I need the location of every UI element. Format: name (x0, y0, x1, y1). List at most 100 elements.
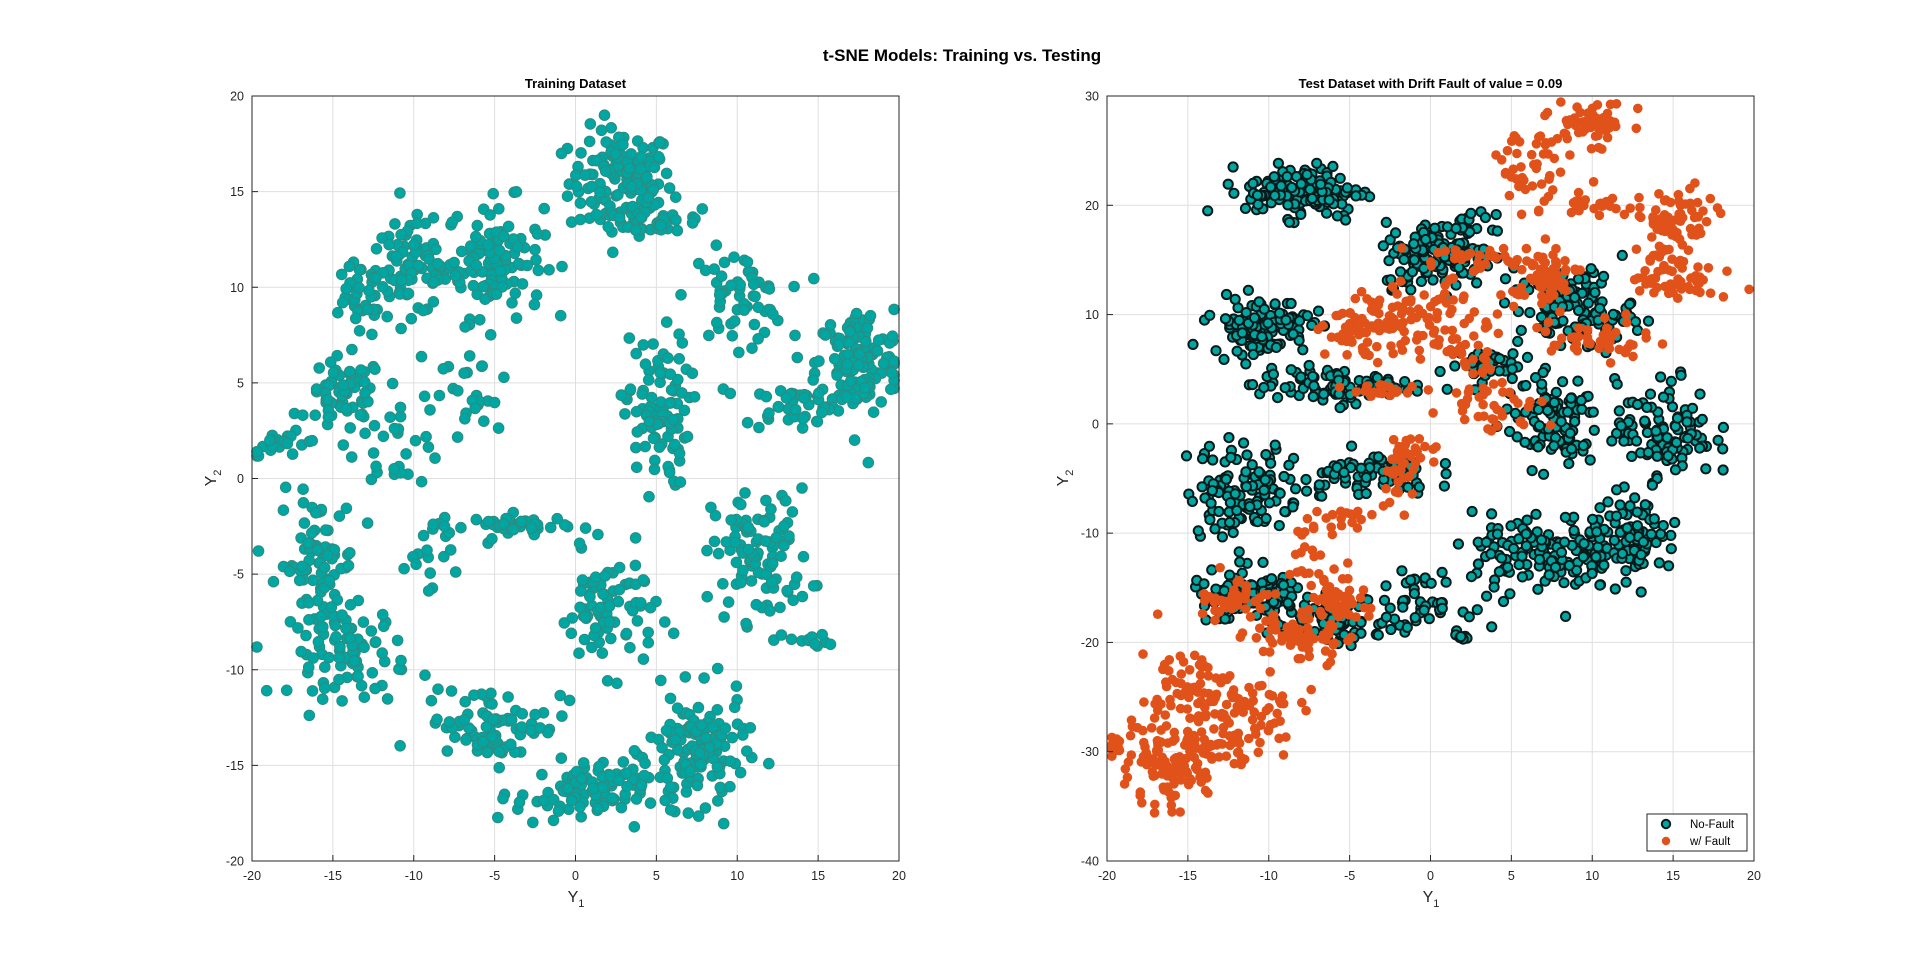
data-point (765, 576, 778, 588)
data-point (349, 312, 362, 325)
data-point (1483, 424, 1493, 434)
data-point (663, 466, 676, 479)
data-point (1407, 489, 1418, 499)
data-point (726, 731, 739, 744)
data-point (337, 439, 350, 451)
data-point (1293, 653, 1304, 664)
data-point (1236, 327, 1248, 339)
data-point (1247, 688, 1258, 698)
data-point (1237, 628, 1248, 638)
data-point (639, 757, 651, 770)
data-point (321, 549, 334, 562)
data-point (599, 570, 611, 582)
data-point (1393, 477, 1404, 488)
data-point (1677, 240, 1688, 250)
data-point (1270, 589, 1281, 599)
data-point (639, 440, 652, 453)
data-point (1562, 133, 1572, 144)
data-point (1156, 725, 1166, 735)
data-point (1232, 747, 1243, 758)
data-point (1504, 425, 1516, 438)
data-point (1557, 376, 1569, 388)
data-point (1138, 725, 1148, 736)
data-point (620, 627, 633, 640)
data-point (303, 614, 315, 626)
y-tick-label: -10 (1081, 527, 1099, 541)
data-point (574, 601, 586, 614)
data-point (1267, 638, 1278, 648)
data-point (433, 389, 446, 402)
data-point (637, 574, 650, 586)
data-point (1290, 626, 1300, 636)
data-point (418, 390, 431, 403)
data-point (1397, 243, 1407, 253)
data-point (1463, 611, 1475, 623)
data-point (369, 363, 381, 376)
y-tick-label: -5 (233, 568, 244, 582)
data-point (1641, 401, 1653, 413)
data-point (678, 404, 691, 417)
data-point (558, 519, 571, 531)
data-point (1462, 251, 1473, 261)
data-point (1356, 286, 1367, 297)
data-point (1222, 178, 1234, 190)
data-point (1569, 291, 1581, 304)
data-point (1254, 681, 1264, 691)
data-point (1301, 705, 1311, 716)
data-point (1203, 440, 1216, 452)
data-point (789, 329, 801, 342)
data-point (1504, 190, 1515, 201)
data-point (529, 708, 541, 721)
data-point (613, 583, 626, 596)
data-point (605, 122, 618, 134)
data-point (1624, 298, 1636, 310)
data-point (1377, 240, 1389, 252)
data-point (819, 329, 832, 341)
data-point (1152, 694, 1162, 705)
data-point (1119, 779, 1130, 789)
data-point (1329, 564, 1339, 574)
data-point (1669, 464, 1682, 476)
data-point (796, 482, 808, 494)
data-point (511, 240, 524, 253)
data-point (438, 550, 450, 563)
data-point (740, 617, 752, 630)
data-point (1573, 187, 1584, 198)
data-point (1519, 436, 1531, 448)
training-ylabel-main: Y (203, 475, 220, 486)
data-point (629, 532, 642, 544)
data-point (766, 557, 779, 570)
data-point (1692, 277, 1702, 287)
data-point (484, 209, 496, 221)
data-point (556, 260, 568, 273)
data-point (293, 574, 306, 587)
data-point (1473, 411, 1484, 422)
data-point (422, 441, 435, 453)
data-point (1508, 301, 1519, 312)
data-point (671, 224, 684, 237)
data-point (1491, 150, 1501, 160)
data-point (1278, 470, 1290, 483)
data-point (1287, 328, 1299, 340)
data-point (1301, 169, 1313, 181)
data-point (1556, 97, 1566, 107)
data-point (358, 376, 371, 388)
data-point (444, 544, 457, 556)
data-point (306, 527, 318, 539)
data-point (1423, 613, 1435, 625)
data-point (1589, 286, 1601, 299)
data-point (412, 259, 425, 272)
data-point (1695, 287, 1705, 298)
data-point (459, 413, 471, 425)
data-point (1311, 157, 1323, 169)
data-point (1217, 739, 1228, 749)
data-point (852, 359, 865, 371)
x-tick-label: 0 (1427, 869, 1434, 883)
data-point (1582, 325, 1593, 335)
data-point (845, 375, 857, 387)
data-point (1582, 115, 1592, 126)
data-point (1578, 538, 1590, 550)
data-point (486, 698, 498, 710)
data-point (1529, 159, 1539, 170)
data-point (579, 169, 591, 181)
